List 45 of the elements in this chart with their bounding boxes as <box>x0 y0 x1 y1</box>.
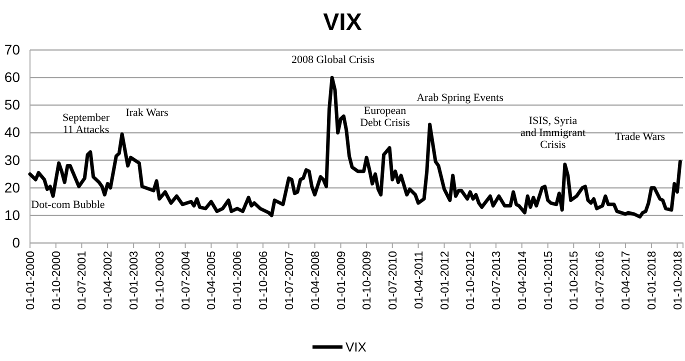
annotation: Irak Wars <box>126 107 168 119</box>
x-tick-label: 01-10-2009 <box>362 251 374 310</box>
x-tick-label: 01-07-2010 <box>387 251 400 310</box>
y-tick-label: 50 <box>4 96 20 113</box>
annotation: 2008 Global Crisis <box>291 54 375 66</box>
x-tick-label: 01-10-2018 <box>672 251 684 310</box>
x-tick-label: 01-10-2003 <box>154 251 166 310</box>
x-tick-label: 01-01-2015 <box>542 251 555 310</box>
x-tick-label: 01-01-2012 <box>439 251 452 310</box>
x-tick-label: 01-04-2011 <box>413 251 426 309</box>
x-tick-label: 01-10-2012 <box>465 251 478 310</box>
y-tick-label: 70 <box>4 41 20 58</box>
x-tick-label: 01-04-2002 <box>102 251 115 310</box>
annotation: Arab Spring Events <box>416 92 504 104</box>
x-tick-label: 01-04-2005 <box>206 251 218 310</box>
x-tick-label: 01-01-2006 <box>232 251 244 310</box>
x-tick-label: 01-10-2006 <box>258 251 270 310</box>
annotation: ISIS, Syria and Immigrant Crisis <box>520 115 586 152</box>
y-tick-label: 0 <box>12 234 20 250</box>
x-tick-label: 01-01-2018 <box>646 251 658 310</box>
x-tick-label: 01-07-2007 <box>284 251 296 310</box>
x-tick-label: 01-07-2001 <box>76 251 89 310</box>
x-tick-label: 01-04-2008 <box>310 251 322 310</box>
annotation: September 11 Attacks <box>62 112 110 136</box>
x-tick-label: 01-07-2013 <box>490 251 503 310</box>
x-tick-label: 01-01-2009 <box>336 251 348 310</box>
line-series <box>28 76 682 219</box>
x-tick-label: 01-04-2017 <box>620 251 632 310</box>
y-tick-label: 60 <box>4 69 20 86</box>
y-tick-label: 20 <box>4 179 20 196</box>
x-tick-label: 01-07-2016 <box>594 251 607 310</box>
y-tick-label: 30 <box>4 152 20 168</box>
x-tick-label: 01-10-2015 <box>568 251 581 310</box>
annotation: Dot-com Bubble <box>31 199 105 211</box>
chart-title: VIX <box>323 9 362 36</box>
x-tick-label: 01-10-2000 <box>50 251 63 310</box>
x-tick-label: 01-04-2014 <box>516 250 529 310</box>
legend-label: VIX <box>346 340 367 355</box>
y-tick-label: 40 <box>4 124 20 140</box>
y-tick-label: 10 <box>4 206 20 223</box>
annotation: European Debt Crisis <box>360 105 410 130</box>
x-tick-label: 01-07-2004 <box>180 250 192 310</box>
x-tick-label: 01-01-2000 <box>25 251 38 310</box>
x-tick-label: 01-01-2003 <box>128 251 141 310</box>
annotation: Trade Wars <box>614 131 666 143</box>
